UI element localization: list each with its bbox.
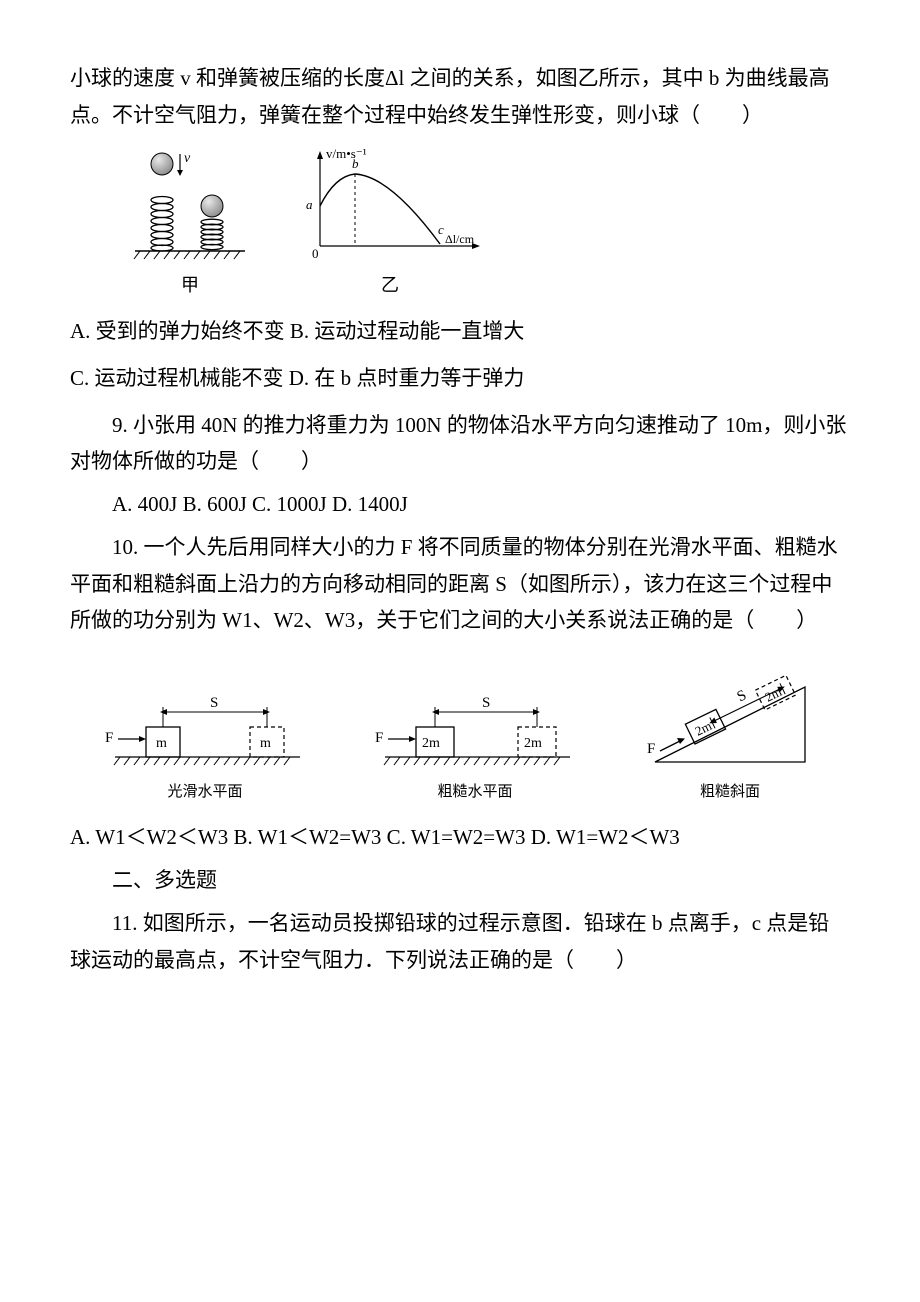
q10-f2-m2: 2m xyxy=(524,736,542,751)
q8-fig-jia-label: 甲 xyxy=(130,270,250,302)
q10-f3-F: F xyxy=(647,741,655,757)
q10-f3-S: S xyxy=(735,687,750,705)
q8-origin: 0 xyxy=(312,246,319,261)
q8-fig-yi-svg: v/m•s⁻¹ Δl/cm 0 a b c xyxy=(290,146,490,266)
q8-fig-yi: v/m•s⁻¹ Δl/cm 0 a b c 乙 xyxy=(290,146,490,302)
q8-axis-y: v/m•s⁻¹ xyxy=(326,146,367,161)
q10-stem: 10. 一个人先后用同样大小的力 F 将不同质量的物体分别在光滑水平面、粗糙水平… xyxy=(70,529,850,639)
q10-opts: A. W1＜W2＜W3 B. W1＜W2=W3 C. W1=W2=W3 D. W… xyxy=(70,819,850,856)
q10-f1-S: S xyxy=(210,695,218,711)
q8-fig-yi-label: 乙 xyxy=(290,270,490,302)
q10-f3-m1: 2m xyxy=(693,718,715,739)
q10-f2-S: S xyxy=(482,695,490,711)
q10-fig3-cap: 粗糙斜面 xyxy=(640,779,820,805)
section-2-title: 二、多选题 xyxy=(70,862,850,899)
q10-fig2: F 2m 2m S 粗糙水平面 xyxy=(370,687,580,805)
q8-stem: 小球的速度 v 和弹簧被压缩的长度Δl 之间的关系，如图乙所示，其中 b 为曲线… xyxy=(70,60,850,134)
q10-f1-m2: m xyxy=(260,736,271,751)
q10-fig2-svg: F 2m 2m S xyxy=(370,687,580,777)
q8-opts-line1: A. 受到的弹力始终不变 B. 运动过程动能一直增大 xyxy=(70,313,850,350)
q8-pt-b: b xyxy=(352,156,359,171)
q11-stem: 11. 如图所示，一名运动员投掷铅球的过程示意图．铅球在 b 点离手，c 点是铅… xyxy=(70,905,850,979)
q10-f2-m1: 2m xyxy=(422,736,440,751)
q10-figures: F m m S 光滑水平面 xyxy=(70,667,850,805)
q8-fig-jia-svg: v xyxy=(130,146,250,266)
q10-f1-m1: m xyxy=(156,736,167,751)
q10-fig3-svg: 2m 2m F S xyxy=(640,667,820,777)
q8-opts-line2: C. 运动过程机械能不变 D. 在 b 点时重力等于弹力 xyxy=(70,360,850,397)
q10-fig3: 2m 2m F S 粗糙斜面 xyxy=(640,667,820,805)
q10-f2-F: F xyxy=(375,730,383,746)
q8-pt-a: a xyxy=(306,197,313,212)
q10-fig2-cap: 粗糙水平面 xyxy=(370,779,580,805)
q10-fig1: F m m S 光滑水平面 xyxy=(100,687,310,805)
q9-stem: 9. 小张用 40N 的推力将重力为 100N 的物体沿水平方向匀速推动了 10… xyxy=(70,407,850,481)
q8-axis-x: Δl/cm xyxy=(445,232,475,246)
q10-fig1-cap: 光滑水平面 xyxy=(100,779,310,805)
q10-f1-F: F xyxy=(105,730,113,746)
q8-fig-jia: v 甲 xyxy=(130,146,250,302)
q10-fig1-svg: F m m S xyxy=(100,687,310,777)
q8-figures: v 甲 xyxy=(130,146,850,302)
q8-pt-c: c xyxy=(438,222,444,237)
q9-opts: A. 400J B. 600J C. 1000J D. 1400J xyxy=(70,486,850,523)
q8-arrow-v-label: v xyxy=(184,151,191,166)
